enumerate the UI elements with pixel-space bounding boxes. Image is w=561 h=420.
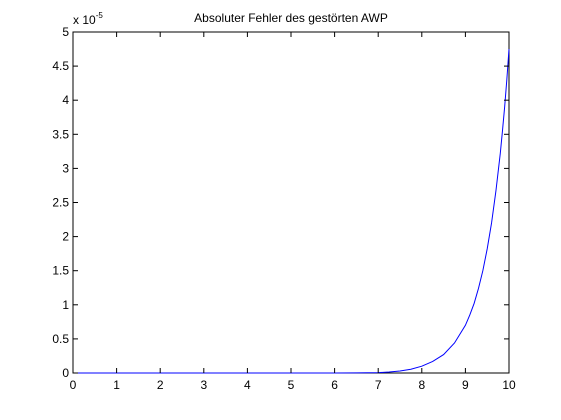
y-exponent-text: x 10-5 bbox=[73, 11, 103, 27]
y-exponent-base: x 10 bbox=[73, 13, 96, 27]
y-tick-label: 4.5 bbox=[52, 59, 69, 73]
x-tick-label: 3 bbox=[200, 378, 207, 392]
x-tick-label: 6 bbox=[331, 378, 338, 392]
x-tick-label: 4 bbox=[244, 378, 251, 392]
y-tick-label: 5 bbox=[62, 25, 69, 39]
x-tick-label: 1 bbox=[113, 378, 120, 392]
y-tick-label: 0 bbox=[62, 366, 69, 380]
series-line-1 bbox=[73, 49, 510, 374]
x-tick-label: 10 bbox=[502, 378, 516, 392]
y-exponent-power: -5 bbox=[96, 11, 104, 20]
chart-title: Absoluter Fehler des gestörten AWP bbox=[194, 11, 388, 25]
y-tick-label: 3 bbox=[62, 161, 69, 175]
y-tick-label: 2 bbox=[62, 230, 69, 244]
y-axis-ticks: 0 0.5 1 1.5 2 2.5 3 3.5 4 4.5 5 bbox=[52, 25, 509, 380]
x-tick-label: 2 bbox=[157, 378, 164, 392]
x-axis-ticks: 0 1 2 3 4 5 6 7 8 9 10 bbox=[70, 32, 516, 392]
y-tick-label: 0.5 bbox=[52, 332, 69, 346]
x-tick-label: 8 bbox=[418, 378, 425, 392]
y-tick-label: 1 bbox=[62, 298, 69, 312]
x-tick-label: 5 bbox=[288, 378, 295, 392]
x-tick-label: 9 bbox=[462, 378, 469, 392]
y-tick-label: 1.5 bbox=[52, 264, 69, 278]
y-tick-label: 4 bbox=[62, 93, 69, 107]
y-exponent-label: x 10-5 bbox=[73, 11, 103, 27]
series-layer bbox=[73, 49, 510, 374]
x-tick-label: 0 bbox=[70, 378, 77, 392]
x-tick-label: 7 bbox=[375, 378, 382, 392]
y-tick-label: 2.5 bbox=[52, 196, 69, 210]
y-tick-label: 3.5 bbox=[52, 127, 69, 141]
plot-frame bbox=[72, 31, 510, 374]
